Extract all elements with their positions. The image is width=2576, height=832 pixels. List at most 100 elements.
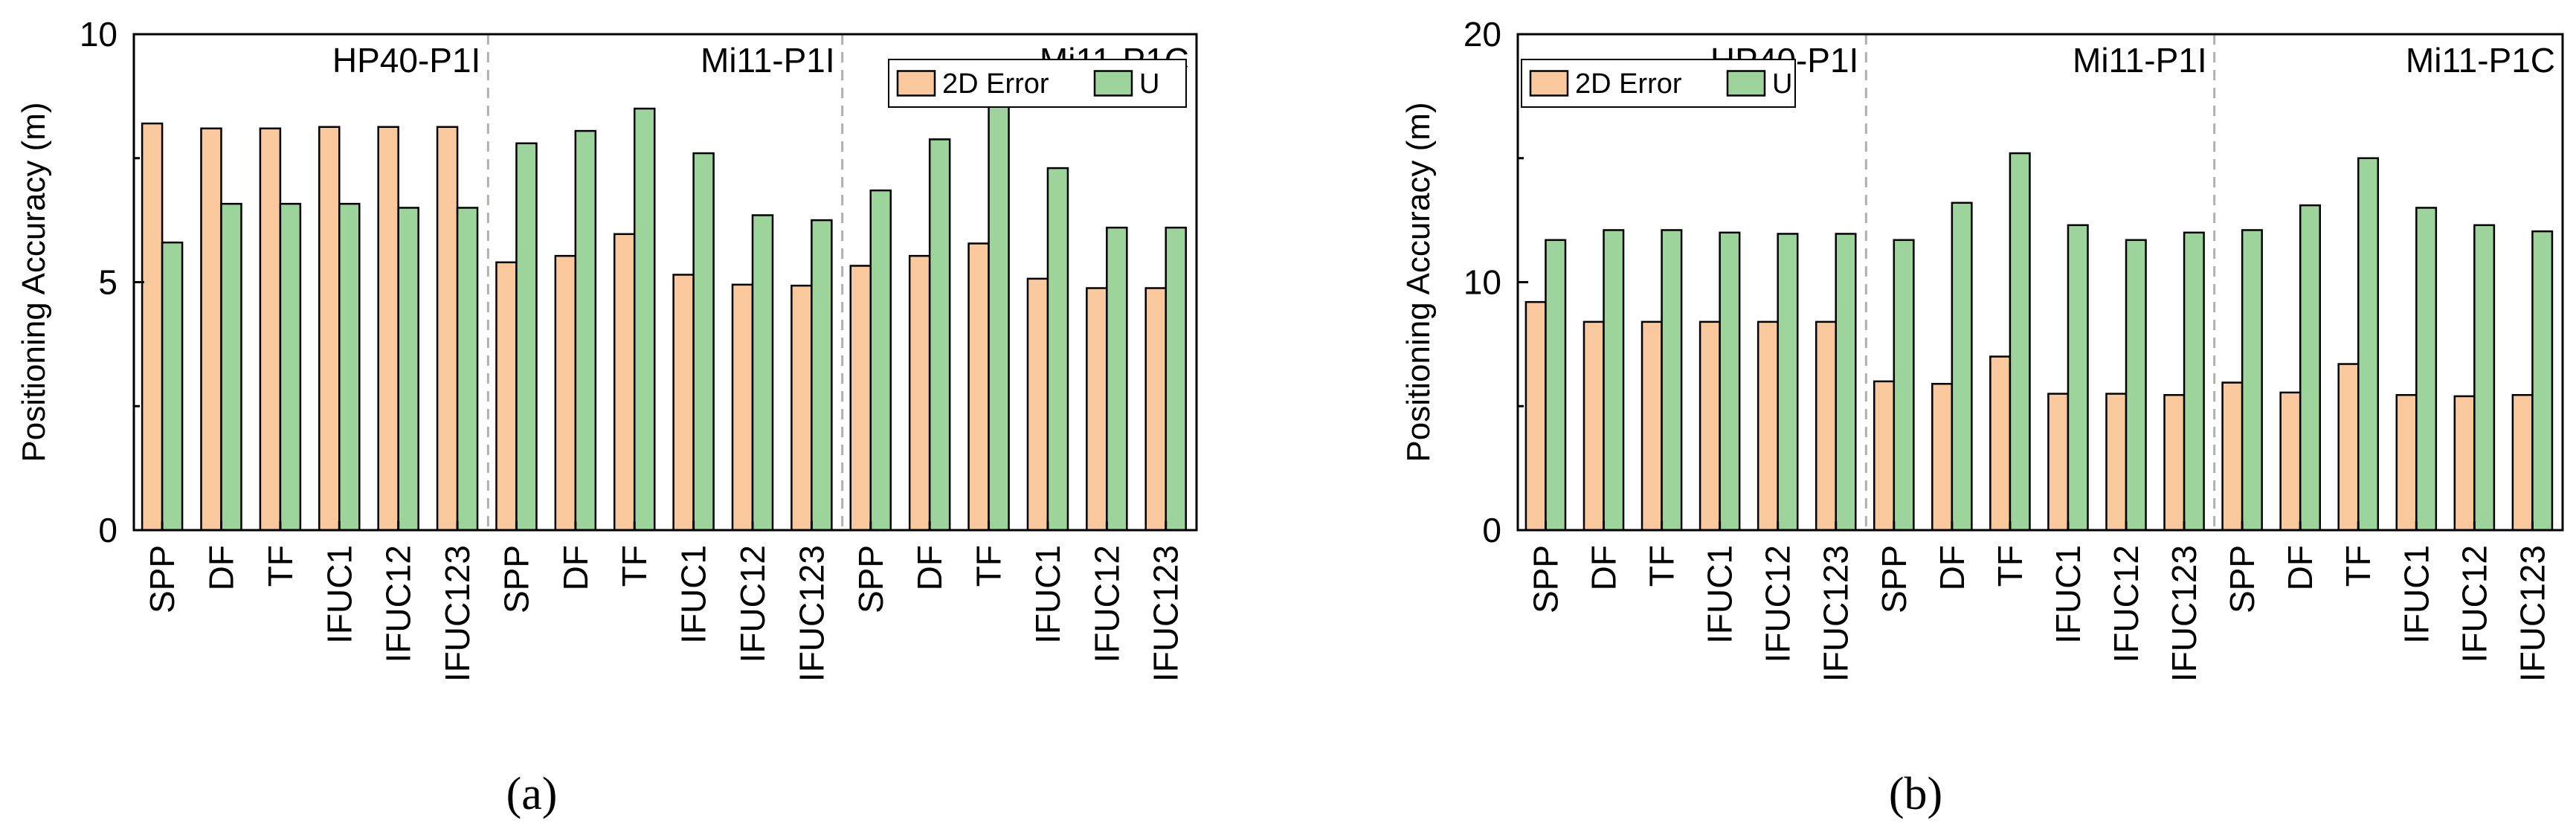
bar-error [200, 127, 222, 532]
bar-error [1144, 287, 1167, 532]
legend-swatch-u [1726, 70, 1766, 97]
bar-u [279, 202, 302, 532]
y-tick-label: 20 [1464, 15, 1501, 54]
bar-error [2105, 393, 2128, 532]
bar-u [456, 207, 479, 532]
bar-u [2357, 157, 2380, 532]
bar-error [1931, 382, 1954, 532]
bar-u [574, 129, 597, 532]
bar-error [1756, 320, 1779, 532]
bar-error [141, 122, 164, 532]
x-tick-label: TF [615, 545, 654, 587]
bar-u [928, 138, 951, 532]
x-tick-label: SPP [1875, 545, 1913, 613]
bar-error [1026, 277, 1049, 532]
bar-error [967, 242, 990, 532]
bar-error [377, 126, 399, 532]
legend: 2D Error U [888, 59, 1187, 108]
bar-error [436, 126, 459, 532]
x-tick-label: IFUC1 [1028, 545, 1067, 644]
bar-u [2531, 230, 2554, 532]
x-tick-label: IFUC123 [2513, 545, 2551, 682]
legend-box [888, 59, 1187, 108]
bar-u [2415, 207, 2438, 532]
bar-u [1603, 229, 1625, 532]
y-tick-label: 0 [1482, 511, 1501, 549]
bar-u [2125, 239, 2147, 532]
bar-error [1698, 320, 1721, 532]
bar-u [1545, 239, 1567, 532]
bar-error [2163, 393, 2186, 532]
bar-u [161, 241, 184, 532]
x-tick-label: SPP [497, 545, 535, 613]
x-tick-label: TF [261, 545, 300, 587]
bar-error [2453, 395, 2476, 532]
x-tick-label: IFUC12 [2455, 545, 2493, 662]
bar-error [1524, 300, 1547, 532]
bar-u [2009, 152, 2031, 532]
legend-label: U [1772, 68, 1792, 100]
bar-u [1106, 226, 1128, 532]
bar-u [1777, 233, 1799, 532]
y-tick-label: 10 [80, 15, 117, 54]
x-tick-label: IFUC123 [2165, 545, 2203, 682]
bar-u [811, 219, 833, 532]
bar-u [1661, 229, 1683, 532]
bar-u [2299, 204, 2321, 532]
x-tick-label: IFUC123 [1817, 545, 1855, 682]
x-tick-label: IFUC12 [733, 545, 772, 662]
bar-error [672, 274, 695, 532]
bar-error [1815, 320, 1837, 532]
x-tick-label: IFUC1 [2049, 545, 2087, 644]
bar-u [397, 207, 419, 532]
x-tick-label: TF [1991, 545, 2029, 587]
bar-error [2047, 393, 2070, 532]
legend-label: U [1139, 68, 1159, 100]
bar-u [988, 103, 1010, 532]
x-tick-label: TF [1643, 545, 1681, 587]
x-tick-label: IFUC1 [320, 545, 358, 644]
x-tick-label: TF [970, 545, 1008, 587]
x-tick-label: IFUC123 [1147, 545, 1185, 682]
y-tick-label: 0 [98, 511, 117, 549]
bar-error [1873, 380, 1896, 532]
panel-b: (b) HP40-P1IMi11-P1IMi11-P1C01020SPPDFTF… [1400, 15, 2564, 819]
bar-u [2183, 231, 2205, 532]
bar-u [751, 214, 774, 532]
bar-error [1640, 320, 1663, 532]
bar-error [908, 254, 931, 532]
group-label: Mi11-P1I [701, 41, 835, 80]
bar-error [318, 126, 341, 532]
x-tick-label: IFUC123 [438, 545, 477, 682]
bar-error [259, 127, 282, 532]
bar-u [1835, 233, 1857, 532]
x-tick-label: SPP [2223, 545, 2261, 613]
legend-swatch-error [1529, 70, 1569, 97]
bar-error [554, 254, 577, 532]
bar-u [338, 202, 361, 532]
x-tick-label: IFUC1 [2397, 545, 2435, 644]
x-tick-label: SPP [143, 545, 181, 613]
bar-u [515, 142, 538, 532]
panel-a-label: (a) [506, 769, 558, 819]
x-tick-label: IFUC12 [1759, 545, 1797, 662]
x-tick-label: DF [202, 545, 240, 590]
bar-u [2241, 229, 2263, 532]
legend-label: 2D Error [1575, 68, 1682, 100]
group-label: Mi11-P1C [2406, 41, 2555, 80]
group-label: Mi11-P1I [2073, 41, 2207, 80]
bar-error [2221, 381, 2244, 532]
x-tick-label: SPP [851, 545, 890, 613]
bar-u [633, 107, 656, 532]
bar-u [1719, 231, 1741, 532]
bar-error [495, 261, 518, 532]
x-tick-label: IFUC12 [379, 545, 418, 662]
bar-u [2473, 224, 2496, 532]
bar-u [1046, 167, 1069, 532]
x-tick-label: IFUC12 [1087, 545, 1126, 662]
x-tick-label: TF [2339, 545, 2377, 587]
y-tick-label: 10 [1464, 263, 1501, 302]
x-tick-label: IFUC123 [792, 545, 831, 682]
bar-u [1165, 226, 1187, 532]
